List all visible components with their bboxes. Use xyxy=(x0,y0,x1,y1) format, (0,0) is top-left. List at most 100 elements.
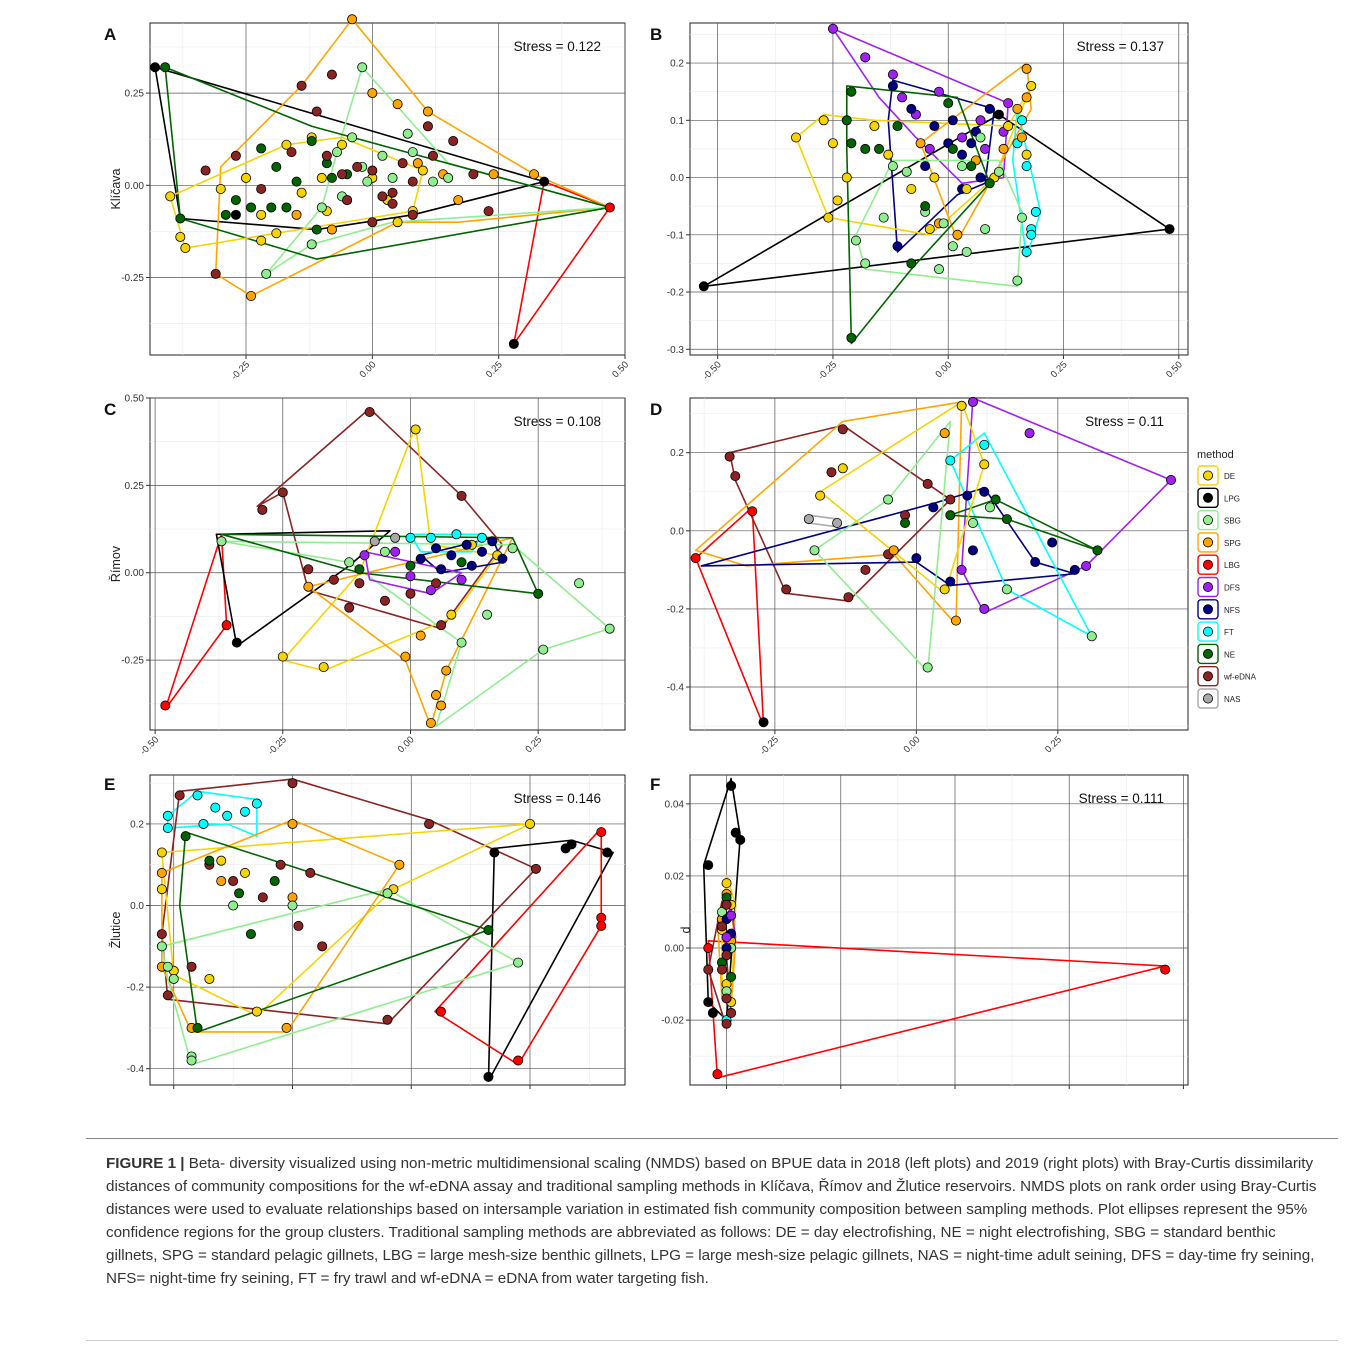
point-wf-eDNA xyxy=(730,471,741,482)
point-NE xyxy=(192,1022,203,1033)
y-tick-label: 0.25 xyxy=(125,89,145,100)
legend-key-point xyxy=(1203,582,1214,593)
point-SBG xyxy=(809,545,820,556)
point-LBG xyxy=(747,506,758,517)
point-DFS xyxy=(1003,98,1014,109)
point-NFS xyxy=(466,560,477,571)
point-SBG xyxy=(156,941,167,952)
point-LBG xyxy=(160,700,171,711)
y-tick-label: -0.02 xyxy=(661,1016,684,1027)
point-DE xyxy=(818,115,829,126)
point-DE xyxy=(721,878,732,889)
point-NE xyxy=(943,98,954,109)
point-wf-eDNA xyxy=(200,165,211,176)
point-wf-eDNA xyxy=(721,950,732,961)
y-tick-label: 0.00 xyxy=(125,181,145,192)
point-NE xyxy=(846,138,857,149)
legend-item-SPG: SPG xyxy=(1197,532,1241,553)
point-LPG xyxy=(231,637,242,648)
plot-area xyxy=(149,774,626,1086)
point-wf-eDNA xyxy=(364,406,375,417)
point-NE xyxy=(234,888,245,899)
point-DE xyxy=(929,172,940,183)
point-wf-eDNA xyxy=(230,150,241,161)
point-NE xyxy=(841,115,852,126)
x-tick-label: 0.00 xyxy=(933,359,954,380)
legend-item-LBG: LBG xyxy=(1197,554,1240,575)
hull-SBG xyxy=(161,888,519,1066)
point-wf-eDNA xyxy=(387,187,398,198)
point-NFS xyxy=(431,543,442,554)
point-DFS xyxy=(975,115,986,126)
point-FT xyxy=(222,810,233,821)
point-SBG xyxy=(604,623,615,634)
point-SBG xyxy=(860,258,871,269)
point-wf-eDNA xyxy=(456,490,467,501)
x-tick-label: 1.00 xyxy=(1169,1089,1190,1090)
point-LPG xyxy=(703,860,714,871)
point-DE xyxy=(869,121,880,132)
point-DE xyxy=(791,132,802,143)
point-LPG xyxy=(489,847,500,858)
point-NFS xyxy=(966,138,977,149)
point-wf-eDNA xyxy=(367,217,378,228)
point-wf-eDNA xyxy=(448,136,459,147)
point-SBG xyxy=(878,212,889,223)
point-NFS xyxy=(975,172,986,183)
point-LBG xyxy=(690,553,701,564)
point-wf-eDNA xyxy=(305,867,316,878)
y-tick-label: 0.04 xyxy=(665,799,685,810)
x-tick-label: 0.25 xyxy=(1049,359,1070,380)
point-LBG xyxy=(604,202,615,213)
stress-label: Stress = 0.137 xyxy=(1077,39,1164,54)
point-NFS xyxy=(979,486,990,497)
point-NFS xyxy=(446,550,457,561)
point-wf-eDNA xyxy=(328,574,339,585)
x-tick-label: 0.25 xyxy=(1043,734,1064,755)
point-wf-eDNA xyxy=(352,161,363,172)
point-NFS xyxy=(1047,537,1058,548)
panel-F: 0.00 0.25 0.50 0.75 1.00 0.04 0.02 0.00 -0.02 Str… xyxy=(650,774,1190,1090)
point-DE xyxy=(251,1006,262,1017)
point-SBG xyxy=(316,202,327,213)
point-wf-eDNA xyxy=(228,876,239,887)
point-wf-eDNA xyxy=(337,169,348,180)
point-NFS xyxy=(1069,564,1080,575)
hull-SPG xyxy=(919,62,1033,242)
point-wf-eDNA xyxy=(367,165,378,176)
y-tick-label: -0.1 xyxy=(667,230,685,241)
x-tick-label: 0.75 xyxy=(1054,1089,1075,1090)
point-SPG xyxy=(441,665,452,676)
point-NE xyxy=(945,510,956,521)
point-DE xyxy=(215,183,226,194)
point-SPG xyxy=(1021,63,1032,74)
point-DFS xyxy=(860,52,871,63)
legend-key-point xyxy=(1203,492,1214,503)
point-wf-eDNA xyxy=(344,602,355,613)
point-DE xyxy=(956,400,967,411)
point-SPG xyxy=(998,143,1009,154)
point-DE xyxy=(906,183,917,194)
hull-NE xyxy=(845,85,991,345)
point-NE xyxy=(874,143,885,154)
legend-label: DFS xyxy=(1224,584,1240,593)
point-SPG xyxy=(394,859,405,870)
point-DE xyxy=(277,651,288,662)
point-LPG xyxy=(758,717,769,728)
legend-item-NFS: NFS xyxy=(1197,599,1240,620)
point-LBG xyxy=(596,827,607,838)
point-wf-eDNA xyxy=(427,150,438,161)
point-FT xyxy=(210,802,221,813)
point-LPG xyxy=(602,847,613,858)
point-NE xyxy=(966,161,977,172)
y-axis-label: Římov xyxy=(108,545,123,582)
hull-wf-eDNA xyxy=(256,407,504,630)
point-SBG xyxy=(382,888,393,899)
point-DE xyxy=(939,584,950,595)
point-NE xyxy=(281,202,292,213)
point-LBG xyxy=(703,943,714,954)
point-LPG xyxy=(230,209,241,220)
point-SBG xyxy=(344,557,355,568)
point-LPG xyxy=(150,62,161,73)
legend-item-SBG: SBG xyxy=(1197,509,1241,531)
